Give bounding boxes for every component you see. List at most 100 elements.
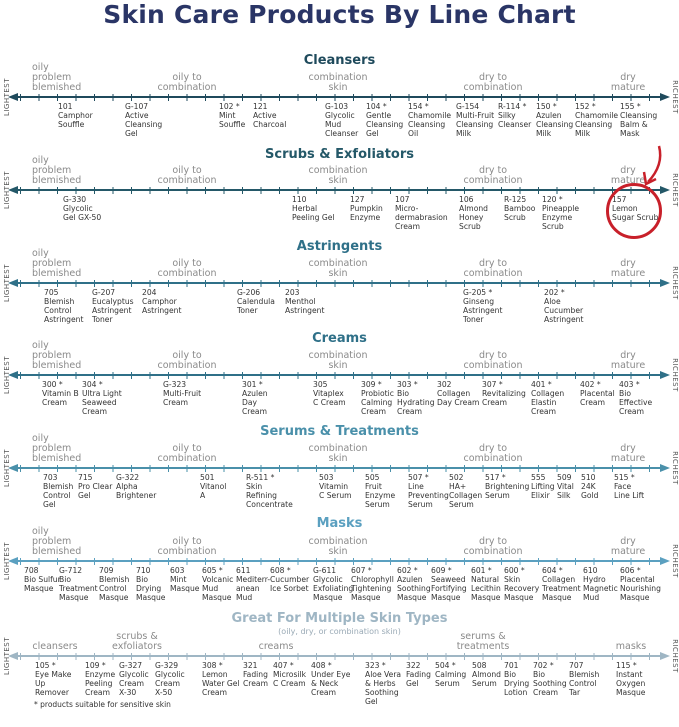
- richest-label: RICHEST: [670, 451, 679, 485]
- product-item: 121 Active Charcoal: [253, 102, 287, 129]
- product-item: G-712 Bio Treatment Masque: [59, 566, 98, 602]
- product-item: 204 Camphor Astringent: [142, 288, 182, 315]
- axis-ticks: [20, 372, 656, 379]
- product-item: 152 * Chamomile Cleansing Milk: [575, 102, 619, 138]
- lightest-label: LIGHTEST: [3, 170, 12, 210]
- skin-type-label: dry to combination: [463, 350, 523, 371]
- product-item: 300 * Vitamin B Cream: [42, 380, 79, 407]
- skin-type-label: oily to combination: [157, 165, 217, 186]
- skin-type-label: scrubs & exfoliators: [112, 631, 162, 652]
- product-item: 607 * Chlorophyll Tightening Masque: [351, 566, 394, 602]
- product-item: 555 Lifting Elixir: [531, 473, 555, 500]
- product-item: 308 * Lemon Water Gel Cream: [202, 661, 240, 697]
- product-item: G-206 Calendula Toner: [237, 288, 275, 315]
- arrow-left-icon: [8, 652, 18, 660]
- arrow-right-icon: [660, 93, 670, 101]
- product-item: 120 * Pineapple Enzyme Scrub: [542, 195, 580, 231]
- skin-type-label: oily problem blemished: [32, 526, 82, 557]
- product-item: R-511 * Skin Refining Concentrate: [246, 473, 293, 509]
- product-item: G-329 Glycolic Cream X-50: [155, 661, 185, 697]
- skin-type-label: dry mature: [610, 536, 646, 557]
- skin-type-label: dry mature: [610, 350, 646, 371]
- product-item: 707 Blemish Control Tar: [569, 661, 600, 697]
- product-item: 609 * Seaweed Fortifying Masque: [431, 566, 467, 602]
- arrow-left-icon: [8, 371, 18, 379]
- section-astringents: Astringents oily problem blemished oily to…: [0, 239, 679, 332]
- richest-label: RICHEST: [670, 266, 679, 300]
- product-item: 603 Mint Masque: [170, 566, 200, 593]
- product-item: 102 * Mint Souffle: [219, 102, 246, 129]
- product-item: 601 * Natural Lecithin Masque: [471, 566, 501, 602]
- section-title: Great For Multiple Skin Types: [231, 611, 448, 626]
- product-item: 303 * Bio Hydrating Cream: [397, 380, 435, 416]
- product-item: G-103 Glycolic Mud Cleanser: [325, 102, 359, 138]
- product-item: 504 * Calming Serum: [435, 661, 467, 688]
- product-item: 600 * Skin Recovery Masque: [504, 566, 540, 602]
- skin-type-label: dry to combination: [463, 165, 523, 186]
- section-creams: Creams oily problem blemished oily to comb…: [0, 331, 679, 424]
- skin-type-label: dry mature: [610, 443, 646, 464]
- skin-type-label: dry to combination: [463, 443, 523, 464]
- section-title: Masks: [316, 516, 363, 531]
- skin-type-label: oily problem blemished: [32, 433, 82, 464]
- product-item: 155 * Cleansing Balm & Mask: [620, 102, 658, 138]
- arrow-left-icon: [8, 464, 18, 472]
- skin-type-label: oily to combination: [157, 72, 217, 93]
- richest-label: RICHEST: [670, 639, 679, 673]
- skin-type-label: dry mature: [610, 165, 646, 186]
- product-item: 403 * Bio Effective Cream: [619, 380, 653, 416]
- arrow-right-icon: [660, 652, 670, 660]
- lightest-label: LIGHTEST: [3, 541, 12, 581]
- skin-type-label: oily to combination: [157, 258, 217, 279]
- skin-type-label: serums & treatments: [456, 631, 510, 652]
- lightest-label: LIGHTEST: [3, 77, 12, 117]
- product-item: 304 * Ultra Light Seaweed Cream: [82, 380, 122, 416]
- product-item: 202 * Aloe Cucumber Astringent: [544, 288, 584, 324]
- skin-type-label: combination skin: [308, 72, 368, 93]
- skin-type-label: oily problem blemished: [32, 340, 82, 371]
- product-item: 502 HA+ Collagen Serum: [449, 473, 483, 509]
- product-item: 110 Herbal Peeling Gel: [292, 195, 335, 222]
- product-item: 608 * Cucumber Ice Sorbet: [270, 566, 310, 593]
- product-item: 203 Menthol Astringent: [285, 288, 325, 315]
- lightest-label: LIGHTEST: [3, 448, 12, 488]
- product-item: 402 * Placental Cream: [580, 380, 615, 407]
- arrow-right-icon: [660, 371, 670, 379]
- skin-type-label: oily problem blemished: [32, 248, 82, 279]
- richest-label: RICHEST: [670, 358, 679, 392]
- skin-type-label: dry mature: [610, 258, 646, 279]
- product-item: 154 * Chamomile Cleansing Oil: [408, 102, 452, 138]
- product-item: 710 Bio Drying Masque: [136, 566, 166, 602]
- skin-type-label: combination skin: [308, 165, 368, 186]
- product-item: 709 Blemish Control Masque: [99, 566, 130, 602]
- product-item: G-330 Glycolic Gel GX-50: [63, 195, 102, 222]
- axis-ticks: [20, 653, 656, 660]
- product-item: 610 Hydro Magnetic Mud: [583, 566, 618, 602]
- arrow-right-icon: [660, 186, 670, 194]
- product-item: 715 Pro Clear Gel: [78, 473, 113, 500]
- product-item: 321 Fading Cream: [243, 661, 268, 688]
- skin-type-label: oily to combination: [157, 443, 217, 464]
- product-item: G-207 Eucalyptus Astringent Toner: [92, 288, 134, 324]
- product-item: 407 * Microsilk C Cream: [273, 661, 307, 688]
- section-title: Serums & Treatments: [260, 424, 419, 439]
- section-title: Astringents: [296, 239, 383, 254]
- product-item: 323 * Aloe Vera & Herbs Soothing Gel: [365, 661, 402, 706]
- skin-type-label: combination skin: [308, 350, 368, 371]
- lightest-label: LIGHTEST: [3, 263, 12, 303]
- product-item: 408 * Under Eye & Neck Cream: [311, 661, 351, 697]
- section-title: Scrubs & Exfoliators: [265, 147, 414, 162]
- section-masks: Masks oily problem blemished oily to combi…: [0, 516, 679, 609]
- product-item: 510 24K Gold: [581, 473, 599, 500]
- arrow-right-icon: [660, 279, 670, 287]
- sensitive-skin-footnote: * products suitable for sensitive skin: [34, 700, 171, 709]
- axis-ticks: [20, 280, 656, 287]
- skin-type-label: oily problem blemished: [32, 62, 82, 93]
- product-item: 702 * Bio Soothing Cream: [533, 661, 567, 697]
- skin-type-label: creams: [258, 641, 294, 652]
- product-item: 127 Pumpkin Enzyme: [350, 195, 383, 222]
- arrow-left-icon: [8, 557, 18, 565]
- product-item: 602 * Azulen Soothing Masque: [397, 566, 431, 602]
- product-item: 305 Vitaplex C Cream: [313, 380, 346, 407]
- product-item: 505 Fruit Enzyme Serum: [365, 473, 396, 509]
